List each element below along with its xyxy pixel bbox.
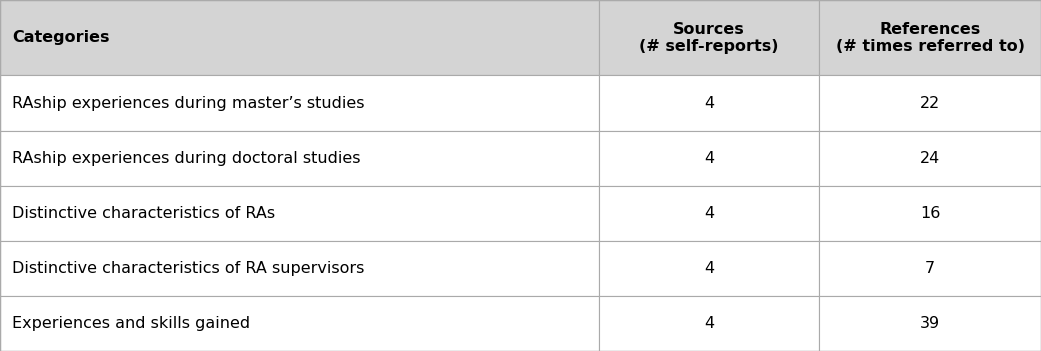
Bar bbox=[819, 186, 1041, 241]
Bar bbox=[599, 241, 819, 296]
Text: 4: 4 bbox=[704, 151, 714, 166]
Bar bbox=[0, 131, 599, 186]
Bar bbox=[599, 75, 819, 131]
Text: 22: 22 bbox=[920, 95, 940, 111]
Bar bbox=[599, 131, 819, 186]
Bar bbox=[599, 296, 819, 351]
Bar bbox=[599, 186, 819, 241]
Text: RAship experiences during doctoral studies: RAship experiences during doctoral studi… bbox=[12, 151, 361, 166]
Bar bbox=[0, 296, 599, 351]
Bar bbox=[819, 131, 1041, 186]
Text: 39: 39 bbox=[920, 316, 940, 331]
Text: 24: 24 bbox=[920, 151, 940, 166]
Text: 7: 7 bbox=[925, 261, 935, 276]
Text: Experiences and skills gained: Experiences and skills gained bbox=[12, 316, 251, 331]
Bar bbox=[599, 0, 819, 75]
Text: 4: 4 bbox=[704, 261, 714, 276]
Text: Sources
(# self-reports): Sources (# self-reports) bbox=[639, 21, 779, 54]
Bar bbox=[0, 186, 599, 241]
Bar bbox=[819, 75, 1041, 131]
Text: 4: 4 bbox=[704, 95, 714, 111]
Text: Distinctive characteristics of RA supervisors: Distinctive characteristics of RA superv… bbox=[12, 261, 364, 276]
Text: RAship experiences during master’s studies: RAship experiences during master’s studi… bbox=[12, 95, 365, 111]
Bar bbox=[819, 0, 1041, 75]
Bar bbox=[0, 241, 599, 296]
Bar bbox=[0, 75, 599, 131]
Text: Distinctive characteristics of RAs: Distinctive characteristics of RAs bbox=[12, 206, 276, 221]
Bar bbox=[819, 241, 1041, 296]
Text: Categories: Categories bbox=[12, 30, 110, 45]
Text: References
(# times referred to): References (# times referred to) bbox=[836, 21, 1024, 54]
Text: 16: 16 bbox=[920, 206, 940, 221]
Text: 4: 4 bbox=[704, 316, 714, 331]
Bar bbox=[819, 296, 1041, 351]
Text: 4: 4 bbox=[704, 206, 714, 221]
Bar bbox=[0, 0, 599, 75]
